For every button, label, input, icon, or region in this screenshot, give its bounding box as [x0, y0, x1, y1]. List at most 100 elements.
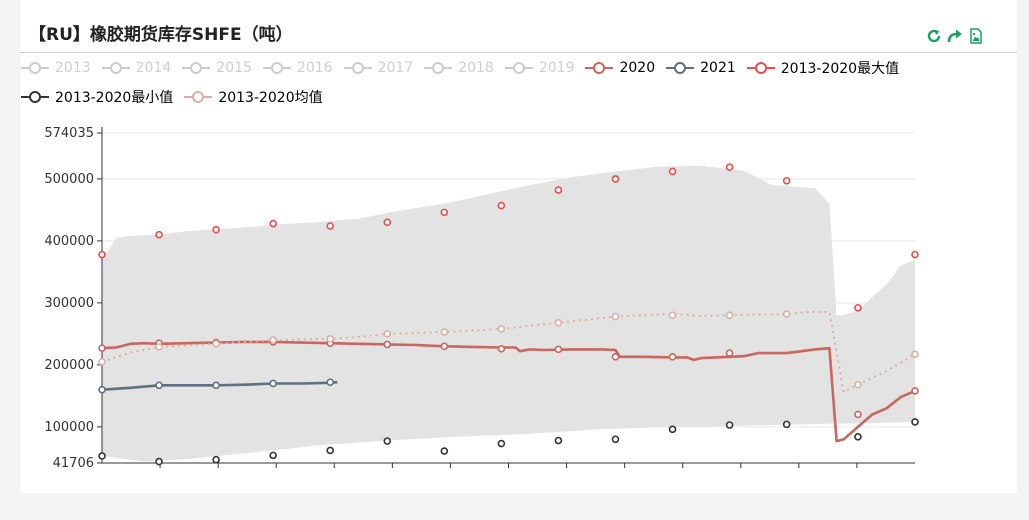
data-point[interactable]	[440, 447, 449, 455]
legend-item-2018-5[interactable]: 2018	[423, 60, 494, 76]
x-tick-label: 08-22	[606, 474, 644, 475]
data-point[interactable]	[440, 328, 449, 336]
data-point[interactable]	[155, 381, 163, 390]
legend-item-2014-1[interactable]: 2014	[101, 60, 171, 76]
data-point[interactable]	[611, 175, 620, 183]
data-point[interactable]	[440, 342, 449, 351]
data-point[interactable]	[668, 167, 677, 176]
data-point[interactable]	[497, 325, 506, 333]
data-point[interactable]	[269, 336, 277, 344]
data-point[interactable]	[725, 311, 734, 320]
data-point[interactable]	[854, 432, 862, 441]
data-point[interactable]	[554, 318, 563, 327]
x-tick-label: 09-17	[664, 474, 702, 475]
series-2013-2020-4[interactable]	[98, 310, 919, 394]
data-point[interactable]	[269, 379, 277, 388]
data-point[interactable]	[326, 335, 335, 343]
data-point[interactable]	[854, 410, 862, 419]
data-point[interactable]	[911, 350, 919, 359]
y-tick-label: 200000	[44, 358, 94, 373]
data-point[interactable]	[98, 452, 106, 460]
data-point[interactable]	[611, 353, 620, 361]
data-point[interactable]	[155, 230, 163, 239]
x-tick-label: 03-19	[257, 474, 295, 475]
data-point[interactable]	[611, 312, 620, 321]
data-point[interactable]	[269, 219, 277, 228]
legend-row-1: 2013 2014 2015 2016 2017 2018 2019 2020 2021 2013…	[20, 58, 1017, 78]
data-point[interactable]	[668, 353, 677, 361]
data-point[interactable]	[98, 385, 106, 394]
data-point[interactable]	[725, 349, 734, 357]
legend-line-circle-icon	[424, 62, 453, 74]
data-point[interactable]	[383, 340, 392, 349]
data-point[interactable]	[854, 304, 862, 312]
data-point[interactable]	[782, 310, 791, 318]
series-2021-1[interactable]	[98, 378, 338, 394]
data-point[interactable]	[212, 339, 220, 348]
data-point[interactable]	[155, 343, 163, 351]
legend-label: 2021	[700, 60, 736, 76]
data-point[interactable]	[383, 218, 392, 227]
axes: 41706 100000 200000 300000 400000 500000 57403…	[44, 126, 915, 475]
series-layer	[98, 163, 919, 466]
legend-item-2013-2020-9[interactable]: 2013-2020最大值	[746, 58, 899, 78]
data-point[interactable]	[725, 421, 734, 429]
data-point[interactable]	[911, 387, 919, 395]
data-point[interactable]	[383, 330, 392, 338]
legend-item-2015-2[interactable]: 2015	[181, 60, 252, 76]
legend-item-2019-6[interactable]: 2019	[504, 60, 574, 76]
data-point[interactable]	[854, 380, 862, 389]
data-point[interactable]	[155, 457, 163, 466]
data-point[interactable]	[326, 222, 335, 230]
data-point[interactable]	[911, 250, 919, 259]
save-image-icon[interactable]	[968, 28, 984, 44]
legend-item-2020-7[interactable]: 2020	[584, 60, 655, 76]
data-point[interactable]	[554, 345, 563, 354]
data-point[interactable]	[497, 344, 506, 353]
legend-item-2013-2020-1[interactable]: 2013-2020均值	[183, 87, 323, 107]
series-line	[101, 340, 916, 443]
series-2013-2020-3[interactable]	[98, 418, 919, 466]
data-point[interactable]	[725, 163, 734, 171]
data-point[interactable]	[782, 420, 791, 429]
legend-label: 2016	[296, 60, 333, 76]
data-point[interactable]	[98, 250, 106, 259]
legend-item-2013-2020-0[interactable]: 2013-2020最小值	[20, 87, 173, 107]
data-point[interactable]	[212, 381, 220, 390]
data-point[interactable]	[269, 451, 277, 460]
data-point[interactable]	[98, 344, 106, 352]
data-point[interactable]	[212, 455, 220, 464]
legend-label: 2013	[55, 60, 91, 76]
share-icon[interactable]	[947, 28, 963, 44]
series-2013-2020-2[interactable]	[98, 163, 919, 312]
legend-item-2013-0[interactable]: 2013	[20, 60, 91, 76]
legend: 2013 2014 2015 2016 2017 2018 2019 2020 2021 2013…	[20, 58, 1017, 116]
data-point[interactable]	[326, 446, 335, 455]
data-point[interactable]	[440, 208, 449, 217]
legend-label: 2020	[619, 60, 656, 76]
data-point[interactable]	[497, 201, 506, 210]
title-divider	[20, 52, 1017, 53]
legend-label: 2013-2020均值	[218, 90, 323, 106]
data-point[interactable]	[668, 425, 677, 434]
x-tick-label: 11-08	[780, 474, 818, 475]
legend-label: 2017	[377, 60, 414, 76]
data-point[interactable]	[212, 225, 220, 234]
series-2020-0[interactable]	[98, 338, 919, 443]
data-point[interactable]	[98, 357, 106, 366]
data-point[interactable]	[554, 436, 563, 445]
data-point[interactable]	[326, 378, 335, 387]
legend-item-2021-8[interactable]: 2021	[665, 60, 736, 76]
legend-item-2017-4[interactable]: 2017	[343, 60, 414, 76]
data-point[interactable]	[383, 437, 392, 445]
data-point[interactable]	[911, 418, 919, 426]
data-point[interactable]	[497, 439, 506, 448]
data-point[interactable]	[611, 435, 620, 444]
legend-label: 2018	[458, 60, 494, 76]
legend-item-2016-3[interactable]: 2016	[262, 60, 333, 76]
y-tick-label: 100000	[44, 420, 94, 435]
data-point[interactable]	[782, 176, 791, 185]
data-point[interactable]	[554, 186, 563, 194]
data-point[interactable]	[668, 311, 677, 320]
refresh-icon[interactable]	[926, 28, 942, 44]
